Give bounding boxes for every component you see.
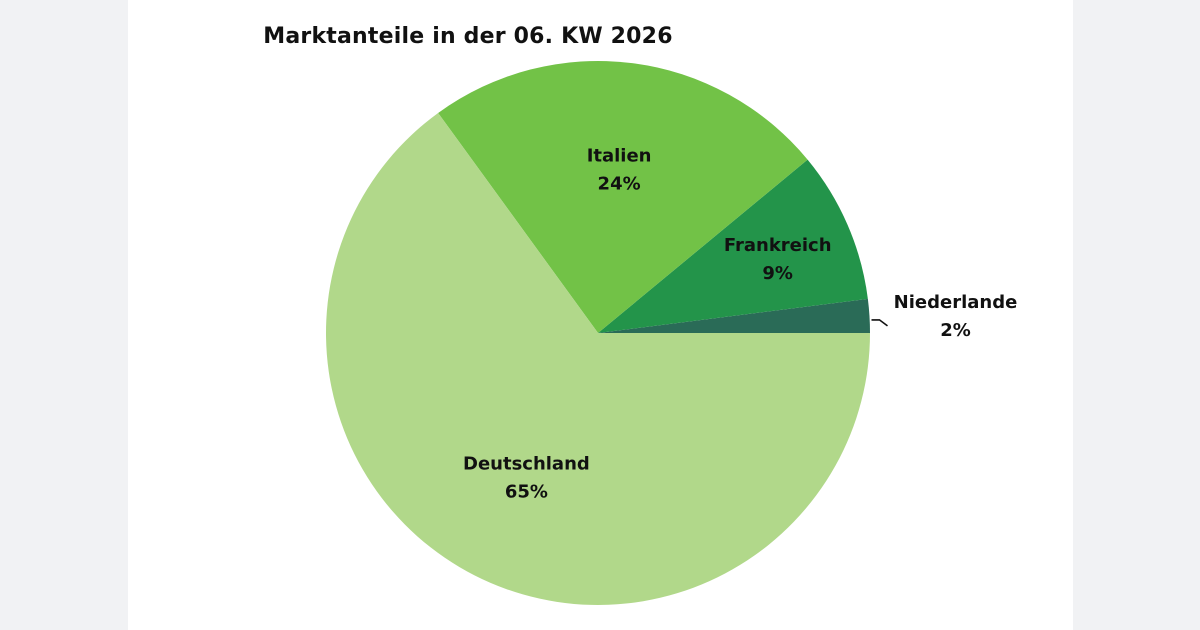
slice-value-italien: 24% bbox=[598, 174, 641, 195]
slice-name-deutschland: Deutschland bbox=[463, 454, 590, 475]
slice-label-niederlande: Niederlande 2% bbox=[894, 292, 1018, 341]
slice-name-frankreich: Frankreich bbox=[724, 235, 832, 256]
slice-label-frankreich: Frankreich 9% bbox=[724, 235, 832, 284]
slice-value-frankreich: 9% bbox=[762, 263, 793, 284]
slice-label-italien: Italien 24% bbox=[587, 146, 652, 195]
pie-slice-italien bbox=[438, 61, 808, 333]
pie-chart: Niederlande 2% Frankreich 9% Italien 24% Deuts… bbox=[326, 61, 1018, 606]
slice-label-deutschland: Deutschland 65% bbox=[463, 454, 590, 503]
slice-name-niederlande: Niederlande bbox=[894, 292, 1018, 313]
pie-slice-deutschland bbox=[326, 112, 870, 606]
leader-line-niederlande bbox=[871, 319, 888, 327]
slice-value-niederlande: 2% bbox=[940, 320, 971, 341]
slice-value-deutschland: 65% bbox=[505, 482, 548, 503]
slice-name-italien: Italien bbox=[587, 146, 652, 167]
pie-slice-frankreich bbox=[598, 159, 868, 333]
pie-slice-niederlande bbox=[598, 298, 870, 333]
chart-panel: Marktanteile in der 06. KW 2026 Niederla… bbox=[128, 0, 1073, 630]
chart-title: Marktanteile in der 06. KW 2026 bbox=[263, 24, 673, 49]
